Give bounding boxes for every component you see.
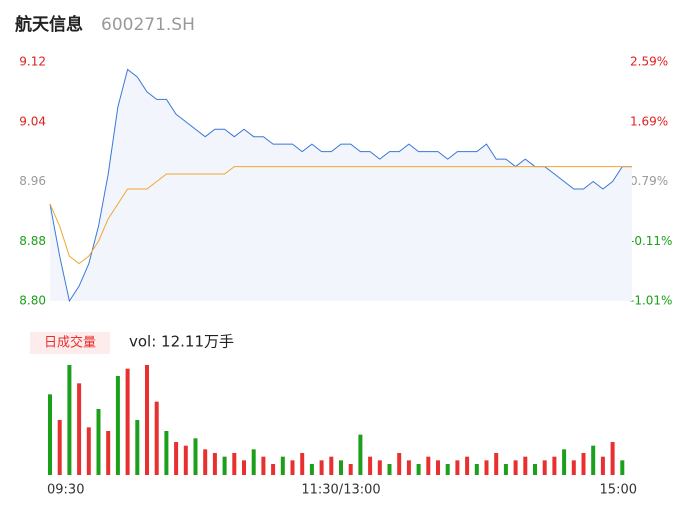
- volume-bar: [581, 453, 586, 475]
- y-tick-label: 8.80: [19, 294, 46, 308]
- volume-bar: [329, 456, 334, 475]
- volume-bar: [571, 460, 576, 475]
- x-tick-label: 09:30: [47, 483, 84, 498]
- volume-bar: [368, 456, 373, 475]
- price-area: [50, 69, 632, 301]
- volume-bar: [562, 449, 567, 475]
- y2-tick-label: 1.69%: [630, 114, 668, 128]
- volume-bar: [125, 368, 130, 475]
- volume-bar: [523, 456, 528, 475]
- volume-bar: [222, 456, 227, 475]
- y2-tick-label: -1.01%: [630, 294, 672, 308]
- volume-bar: [57, 420, 62, 475]
- volume-bar: [271, 464, 276, 475]
- stock-name: 航天信息: [15, 14, 83, 35]
- x-tick-label: 11:30/13:00: [301, 483, 380, 498]
- volume-bar: [280, 456, 285, 475]
- volume-bar: [242, 460, 246, 475]
- volume-bar: [193, 438, 198, 475]
- volume-bar: [164, 431, 169, 475]
- volume-bar: [145, 365, 149, 475]
- volume-bar: [96, 409, 101, 475]
- volume-bar: [474, 464, 479, 475]
- volume-bar: [174, 442, 179, 475]
- volume-bar: [513, 460, 518, 475]
- volume-bar: [445, 464, 450, 475]
- volume-bar: [67, 365, 72, 475]
- volume-bar: [309, 464, 314, 475]
- volume-bar: [251, 449, 256, 475]
- volume-bar: [77, 383, 82, 475]
- y-tick-label: 8.96: [19, 174, 46, 188]
- volume-label-box: [30, 332, 110, 354]
- volume-bar: [494, 453, 499, 475]
- volume-bar: [212, 453, 217, 475]
- volume-bar: [397, 453, 402, 475]
- volume-bar: [339, 460, 343, 475]
- volume-bar: [484, 460, 489, 475]
- volume-bar: [426, 456, 431, 475]
- volume-bar: [203, 449, 208, 475]
- volume-bar: [552, 456, 557, 475]
- volume-bar: [86, 427, 91, 475]
- volume-bar: [319, 460, 324, 475]
- volume-bar: [348, 464, 353, 475]
- average-line: [49, 166, 632, 265]
- volume-label: 日成交量: [44, 335, 96, 351]
- volume-bar: [455, 460, 460, 475]
- y2-tick-label: 2.59%: [630, 55, 668, 69]
- volume-bar: [183, 445, 188, 475]
- volume-bar: [600, 456, 605, 475]
- volume-bar: [300, 453, 305, 475]
- volume-bar: [406, 460, 411, 475]
- volume-bar: [115, 376, 120, 475]
- volume-bar: [261, 456, 266, 475]
- volume-bar: [387, 464, 392, 475]
- volume-bar: [542, 460, 547, 475]
- y2-tick-label: -0.11%: [630, 234, 672, 248]
- volume-bar: [465, 456, 470, 475]
- y-tick-label: 8.88: [19, 234, 46, 248]
- volume-bar: [106, 431, 111, 475]
- volume-bar: [377, 460, 382, 475]
- y2-tick-label: 0.79%: [630, 174, 668, 188]
- volume-bar: [610, 442, 615, 475]
- stock-code: 600271.SH: [101, 15, 195, 35]
- volume-bar: [436, 460, 440, 475]
- volume-bar: [290, 460, 295, 475]
- volume-bar: [135, 420, 140, 475]
- volume-bar: [591, 445, 596, 475]
- volume-bar: [533, 464, 537, 475]
- volume-bar: [232, 453, 237, 475]
- y-tick-label: 9.12: [19, 55, 46, 69]
- volume-bar: [48, 394, 52, 475]
- volume-bar: [620, 460, 625, 475]
- volume-total: vol: 12.11万手: [129, 333, 234, 351]
- volume-bar: [154, 401, 159, 475]
- x-tick-label: 15:00: [600, 483, 637, 498]
- y-tick-label: 9.04: [19, 114, 46, 128]
- volume-bar: [503, 464, 508, 475]
- volume-bar: [358, 434, 363, 475]
- volume-bar: [416, 464, 421, 475]
